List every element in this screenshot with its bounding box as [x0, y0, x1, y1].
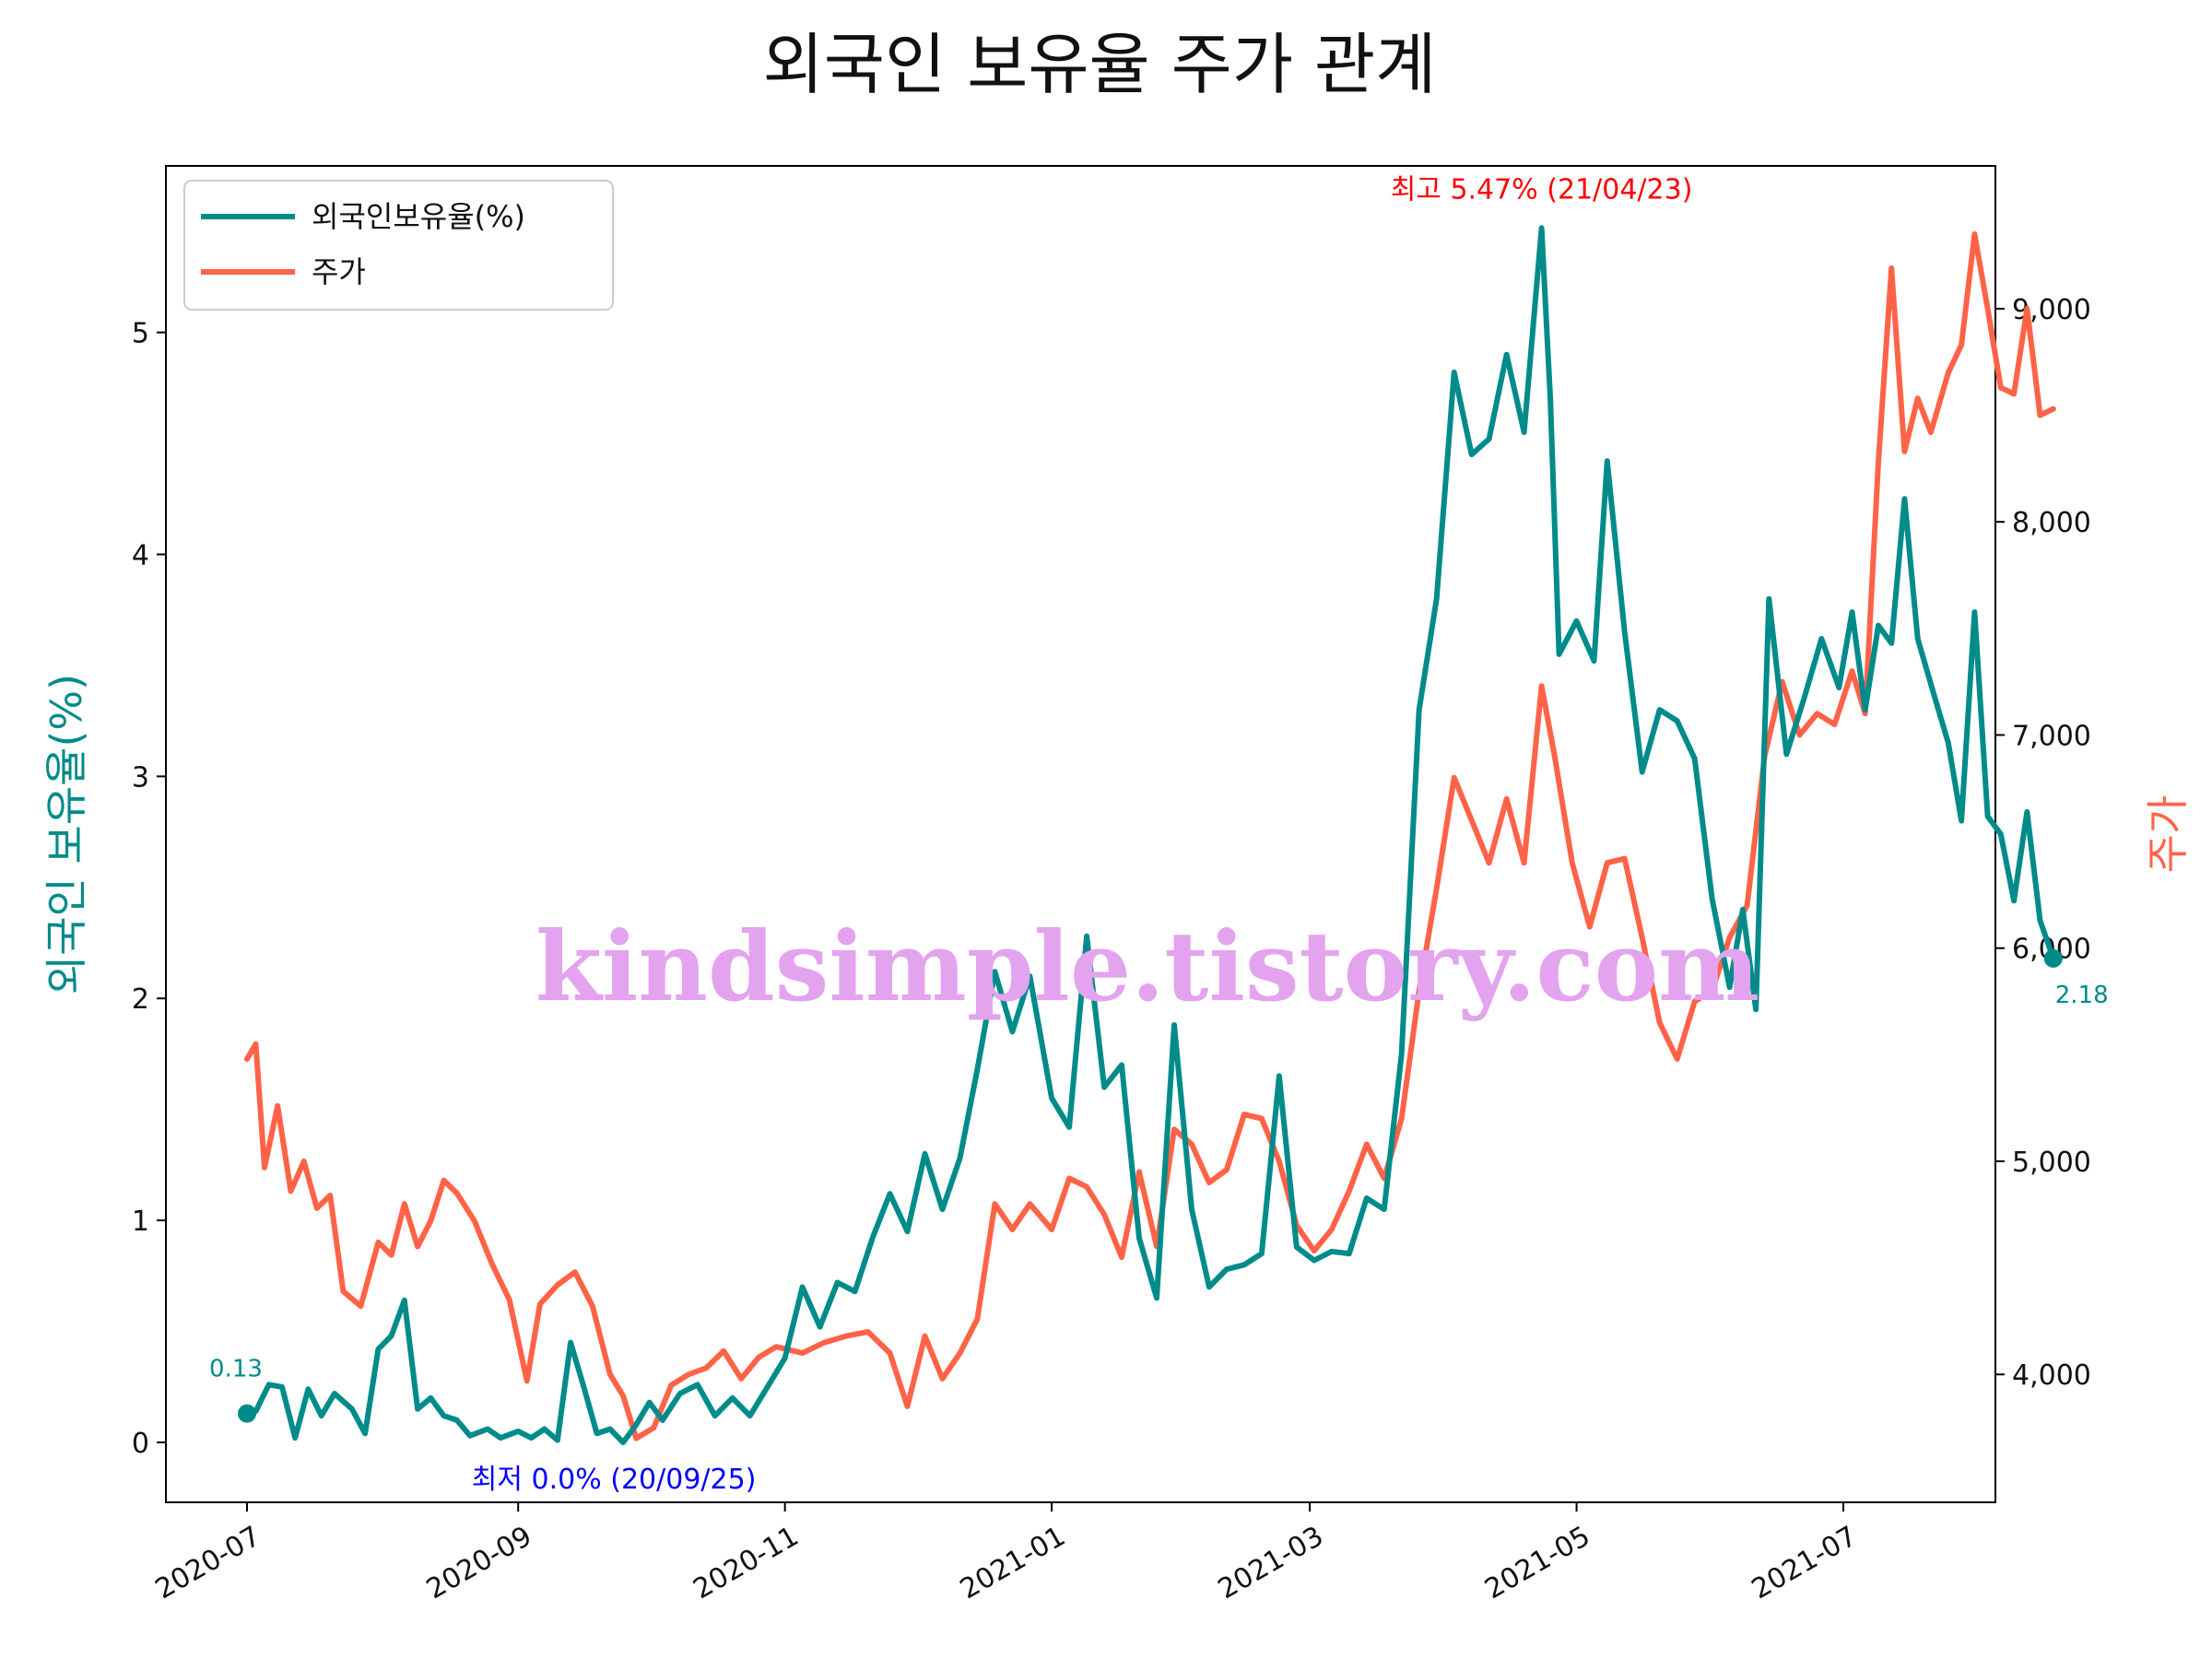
- y-right-tick-label: 8,000: [2012, 507, 2091, 539]
- y-left-tick-label: 4: [132, 540, 149, 572]
- y-axis-left-label: 외국인 보유율(%): [41, 674, 91, 994]
- y-left-tick-label: 5: [132, 318, 149, 350]
- legend: 외국인보유율(%) 주가: [183, 180, 614, 311]
- watermark: kindsimple.tistory.com: [535, 910, 1759, 1023]
- x-tick-label: 2021-05: [1479, 1520, 1595, 1606]
- plot-frame: [165, 165, 1996, 1503]
- legend-label-stock-price: 주가: [312, 254, 366, 289]
- x-tick-label: 2021-01: [955, 1520, 1071, 1606]
- y-left-tick-label: 3: [132, 761, 149, 794]
- start-marker: [238, 1404, 256, 1423]
- end-marker: [2043, 948, 2063, 968]
- legend-label-foreign-ownership: 외국인보유율(%): [312, 199, 525, 234]
- legend-box: [183, 180, 614, 311]
- y-right-tick-label: 7,000: [2012, 720, 2091, 752]
- series-layer: [244, 225, 2056, 1445]
- y-axis-right-label: 주가: [2143, 795, 2193, 874]
- min-annotation: 최저 0.0% (20/09/25): [472, 1464, 757, 1496]
- y-left-tick-label: 2: [132, 983, 149, 1016]
- max-annotation: 최고 5.47% (21/04/23): [1391, 173, 1693, 206]
- y-right-tick-label: 4,000: [2012, 1359, 2091, 1392]
- annotations: 0.13 2.18 최고 5.47% (21/04/23) 최저 0.0% (20/0…: [209, 173, 2109, 1496]
- y-right-tick-label: 5,000: [2012, 1147, 2091, 1179]
- y-left-tick-label: 1: [132, 1206, 149, 1238]
- chart-title: 외국인 보유율 주가 관계: [762, 26, 1436, 103]
- x-tick-label: 2021-03: [1213, 1520, 1329, 1606]
- series-line-foreign-ownership: [244, 225, 2056, 1445]
- y-left-tick-label: 0: [132, 1428, 149, 1460]
- start-value-label: 0.13: [209, 1356, 263, 1383]
- x-tick-label: 2020-11: [688, 1520, 804, 1606]
- series-line-stock-price: [244, 231, 2056, 1441]
- end-value-label: 2.18: [2055, 982, 2109, 1009]
- x-axis: 2020-07 2020-09 2020-11 2021-01 2021-03 2021-…: [150, 1502, 1863, 1606]
- x-tick-label: 2020-07: [150, 1520, 266, 1606]
- x-tick-label: 2020-09: [421, 1520, 537, 1606]
- x-tick-label: 2021-07: [1747, 1520, 1863, 1606]
- y-axis-left: 0 1 2 3 4 5: [132, 318, 166, 1460]
